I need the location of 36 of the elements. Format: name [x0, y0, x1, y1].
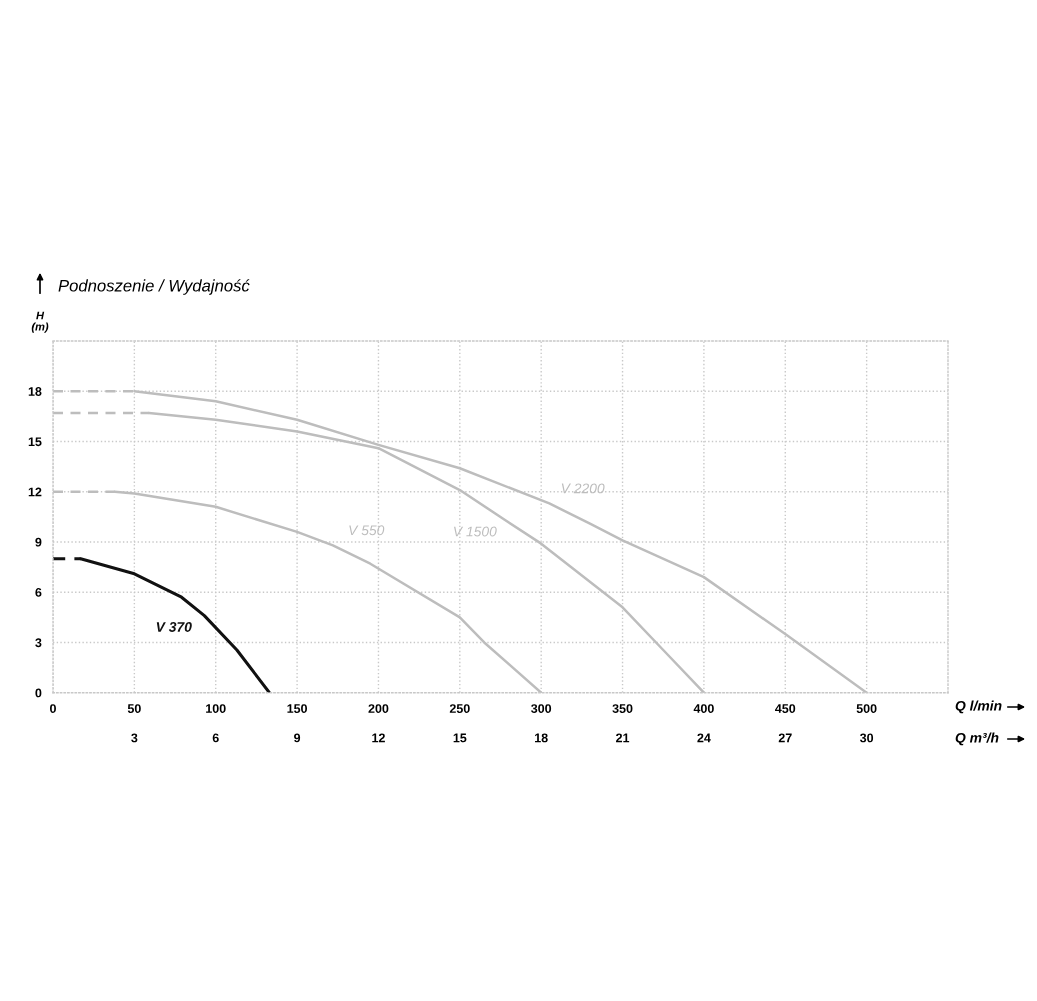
x2-axis-title: Q m³/h: [955, 732, 999, 746]
x2-tick-label: 18: [535, 733, 548, 743]
x-tick-label: 350: [612, 704, 633, 714]
x-tick-label: 450: [775, 704, 796, 713]
x-axis-title: Q l/min: [955, 700, 1002, 714]
y-tick-label: 18: [28, 387, 42, 396]
series-label: V 550: [349, 525, 385, 536]
series-label: V 2200: [561, 483, 605, 494]
x2-tick-label: 12: [372, 733, 385, 743]
x-tick-label: 0: [50, 704, 56, 713]
x2-tick-label: 9: [294, 733, 301, 743]
y-tick-label: 9: [35, 537, 42, 547]
chart-title: Podnoszenie / Wydajność: [58, 279, 250, 295]
x2-tick-label: 24: [697, 733, 711, 743]
x-tick-label: 250: [449, 704, 470, 713]
x2-tick-label: 30: [859, 733, 874, 743]
x2-tick-label: 6: [212, 733, 219, 743]
x-tick-label: 300: [531, 704, 552, 714]
x-tick-label: 400: [693, 704, 714, 713]
x2-tick-label: 27: [778, 733, 792, 743]
x2-tick-label: 15: [453, 733, 467, 743]
x-tick-label: 50: [127, 704, 141, 713]
y-tick-label: 0: [35, 688, 42, 698]
y-tick-label: 3: [35, 638, 42, 648]
x2-tick-label: 3: [131, 733, 138, 743]
series-label: V 370: [156, 622, 192, 632]
x2-tick-label: 21: [616, 733, 630, 743]
x-tick-label: 150: [287, 704, 308, 713]
x-tick-label: 200: [368, 704, 389, 713]
y-tick-label: 12: [28, 487, 42, 497]
series-label: V 1500: [454, 526, 497, 537]
x-tick-label: 500: [856, 704, 877, 713]
y-tick-label: 15: [28, 437, 42, 447]
y-tick-label: 6: [35, 588, 42, 597]
x-tick-label: 100: [206, 704, 226, 713]
y-axis-title: H (m): [31, 311, 49, 333]
